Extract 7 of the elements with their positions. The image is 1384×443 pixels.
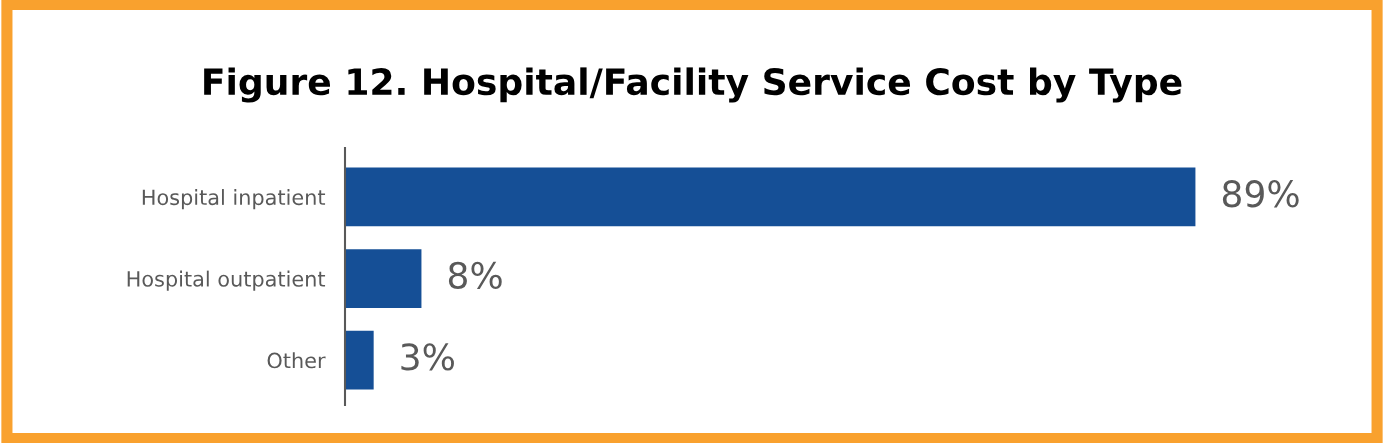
data-label: 89% [1222,180,1299,208]
y-tick-label: Hospital inpatient [142,189,326,210]
data-label: 3% [401,343,454,371]
y-tick-label: Other [267,352,326,369]
y-tick-label: Hospital outpatient [127,270,326,291]
chart-title: Figure 12. Hospital/Facility Service Cost by Type [204,67,1182,103]
data-label: 8% [448,261,502,290]
